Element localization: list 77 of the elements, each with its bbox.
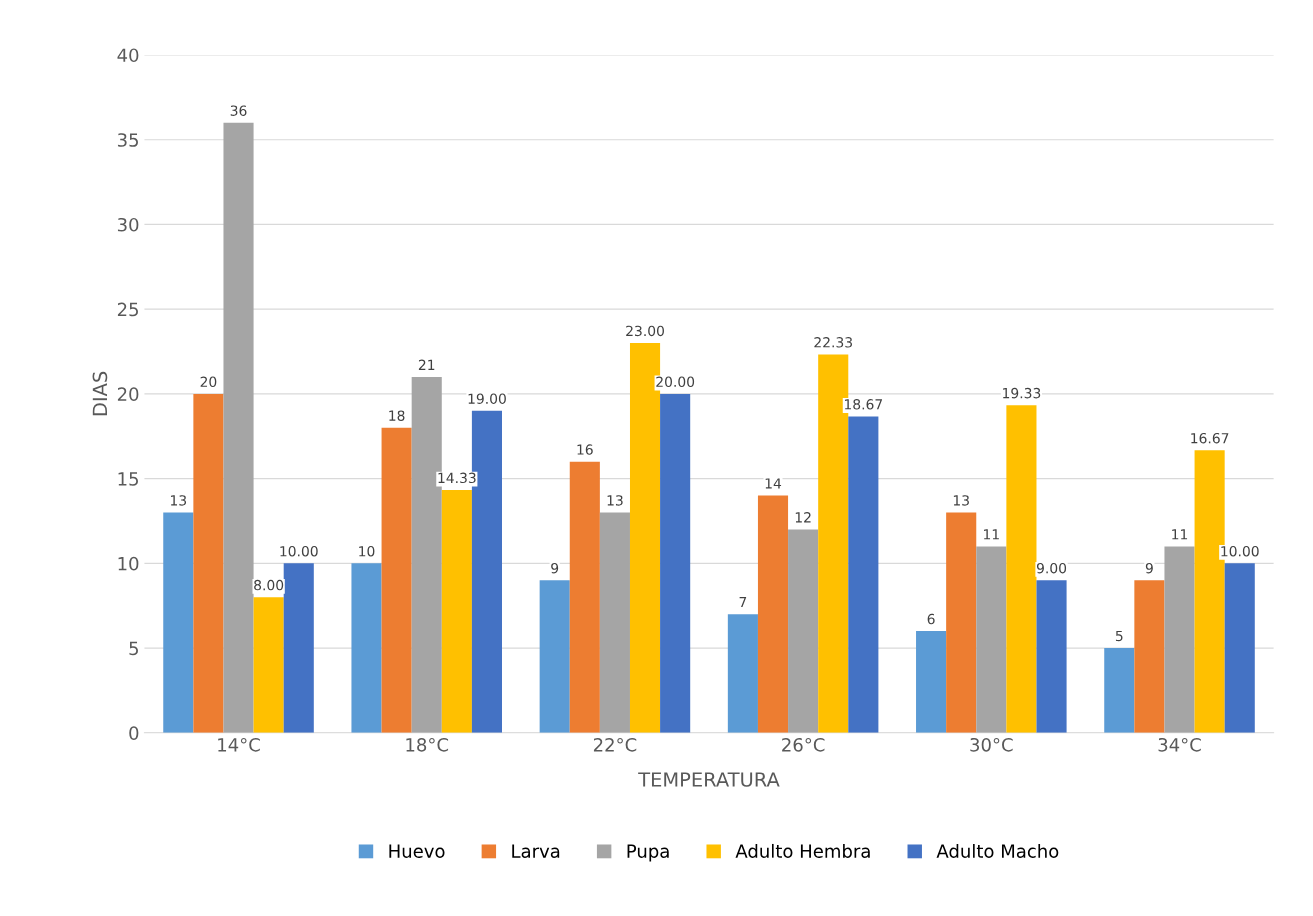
data-label: 10.00 [280, 545, 318, 557]
data-label: 14 [765, 478, 782, 489]
legend-label: Adulto Hembra [735, 843, 870, 858]
x-axis-title: TEMPERATURA [638, 772, 780, 787]
data-label: 10 [359, 545, 375, 557]
bar [381, 427, 412, 733]
bar [193, 393, 224, 733]
data-label: 19.33 [1003, 387, 1041, 399]
data-label: 11 [984, 529, 999, 540]
bar [788, 529, 819, 733]
bar [441, 489, 472, 733]
data-label: 19.00 [468, 393, 506, 404]
y-tick-label: 30 [117, 217, 139, 232]
x-tick-label: 34°C [1158, 737, 1201, 752]
data-label: 6 [927, 613, 935, 625]
data-label: 10.00 [1221, 545, 1259, 557]
data-label: 13 [607, 495, 623, 506]
data-label: 13 [953, 495, 969, 506]
x-tick-label: 30°C [970, 737, 1013, 752]
data-label: 12 [795, 512, 811, 523]
bar [916, 631, 947, 733]
data-label: 11 [1172, 529, 1188, 540]
bar [283, 563, 314, 733]
bar [163, 512, 194, 733]
bar [599, 512, 630, 733]
data-label: 16.67 [1191, 432, 1229, 444]
bar [1224, 563, 1255, 733]
data-label: 16 [577, 444, 593, 455]
data-label: 18 [389, 410, 405, 421]
data-label: 13 [170, 495, 187, 506]
x-tick-label: 22°C [593, 737, 637, 752]
bar [946, 512, 977, 733]
legend-label: Pupa [627, 844, 669, 862]
bar [660, 393, 691, 733]
legend-label: Huevo [389, 844, 445, 858]
bar [1134, 580, 1165, 733]
bar [1006, 405, 1037, 733]
legend-label: Adulto Macho [936, 843, 1059, 858]
data-label: 22.33 [814, 337, 852, 348]
data-label: 20.00 [656, 376, 695, 388]
data-label: 20 [200, 376, 217, 388]
y-tick-label: 0 [129, 726, 139, 740]
data-label: 9 [551, 562, 559, 574]
x-tick-label: 14°C [218, 737, 260, 752]
y-tick-label: 35 [117, 133, 138, 147]
bar [848, 416, 879, 733]
y-tick-label: 40 [117, 48, 139, 63]
bar [569, 461, 600, 733]
data-label: 23.00 [626, 325, 664, 337]
y-axis-title: DIAS [92, 371, 108, 416]
legend-label: Larva [512, 844, 560, 858]
bar [727, 614, 758, 733]
bar [253, 597, 284, 733]
data-label: 36 [230, 105, 247, 116]
y-tick-label: 20 [117, 387, 139, 401]
data-label: 18.67 [844, 399, 883, 410]
bar [351, 563, 382, 733]
data-label: 21 [418, 359, 435, 370]
data-label: 14.33 [438, 472, 476, 484]
bar [1036, 580, 1067, 733]
y-tick-label: 10 [118, 556, 139, 571]
data-label: 7 [739, 597, 747, 608]
y-tick-label: 5 [129, 641, 138, 656]
bar [223, 122, 254, 733]
bar [976, 546, 1007, 733]
data-label: 9.00 [1036, 562, 1067, 574]
x-tick-label: 26°C [782, 737, 825, 752]
bar [539, 580, 570, 733]
bar [1104, 648, 1135, 733]
y-tick-label: 25 [117, 302, 138, 317]
bar [1164, 546, 1195, 733]
data-label: 9 [1145, 562, 1153, 574]
x-tick-label: 18°C [406, 737, 449, 752]
bar [757, 495, 789, 733]
data-label: 5 [1115, 630, 1123, 642]
data-label: 8.00 [254, 579, 284, 591]
y-tick-label: 15 [118, 472, 138, 486]
